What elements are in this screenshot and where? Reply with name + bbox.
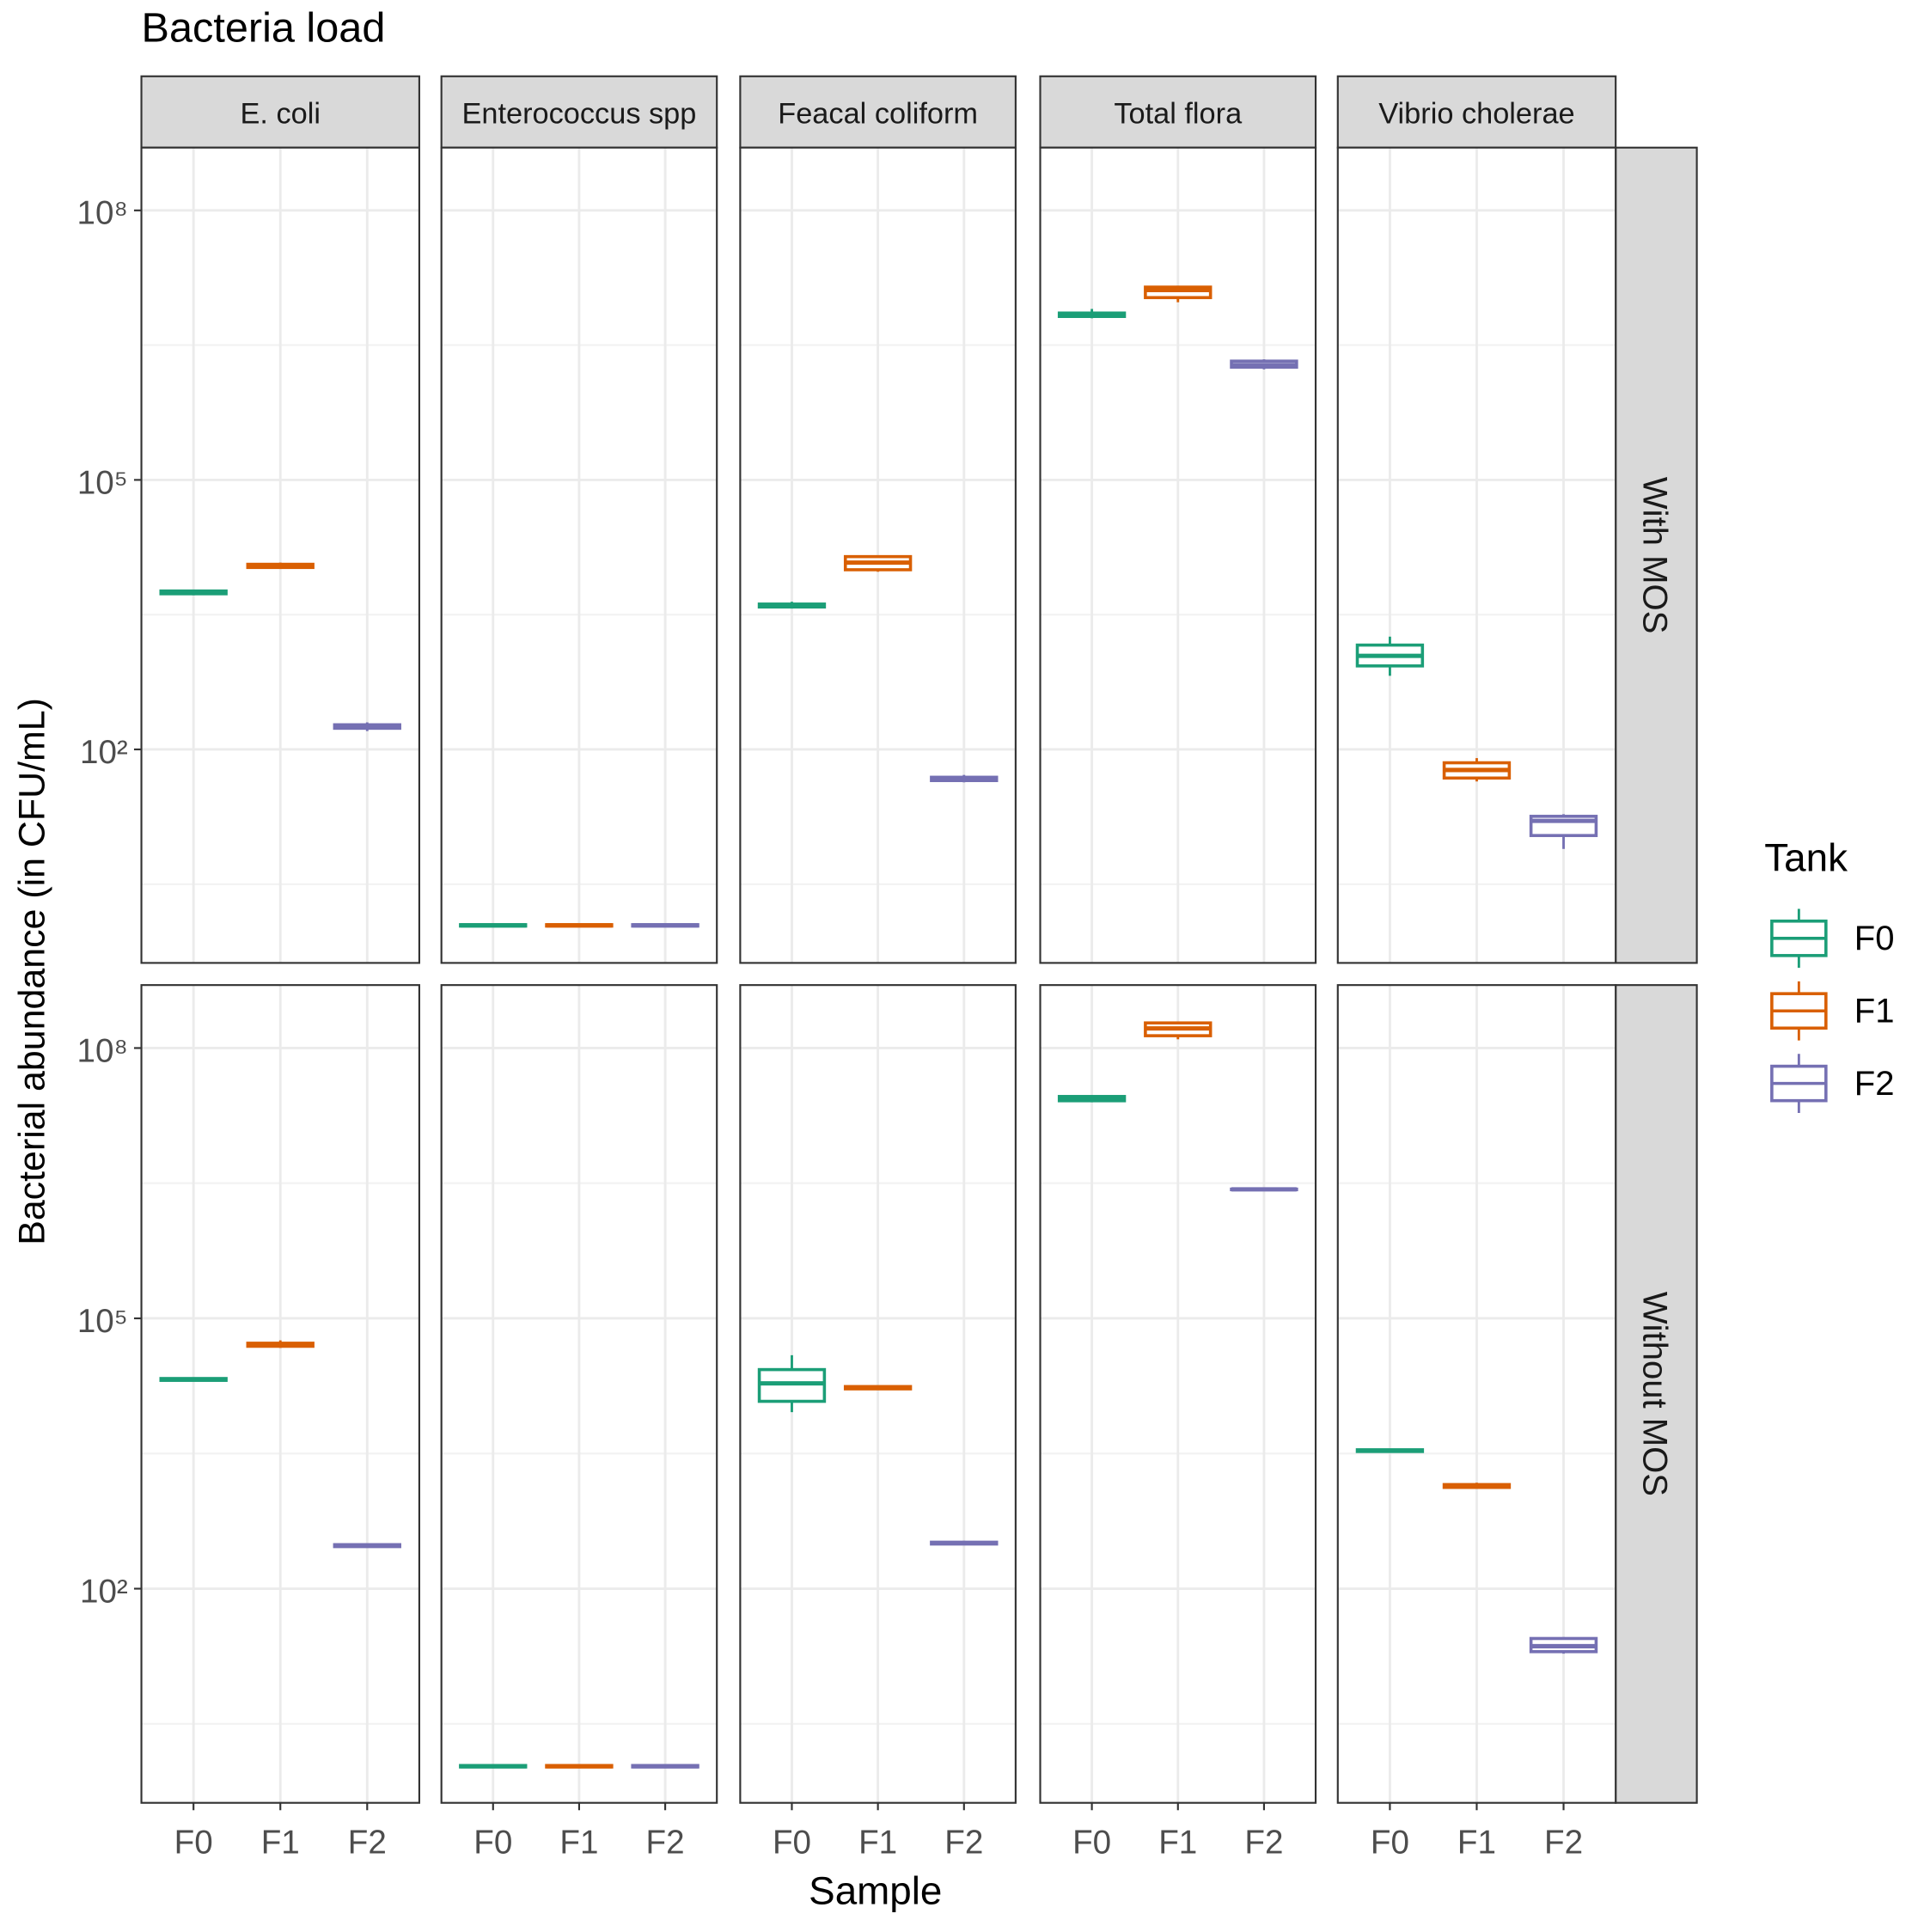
panel-border [739,146,1017,964]
x-tick-label: F1 [858,1825,897,1862]
legend-title: Tank [1764,836,1848,880]
strip [739,75,1017,149]
x-tick-label: F1 [1457,1825,1496,1862]
x-tick-label: F2 [1244,1825,1283,1862]
legend-label: F2 [1854,1065,1895,1103]
y-tick-label: 10⁸ [77,1032,128,1069]
x-tick-label: F2 [646,1825,685,1862]
panel-border [440,146,718,964]
strip [440,75,718,149]
x-tick-label: F1 [1158,1825,1197,1862]
y-tick-label: 10² [80,734,128,771]
panel-border [1336,146,1617,964]
x-tick-label: F0 [174,1825,213,1862]
y-tick-label: 10⁵ [77,464,128,501]
panel-border [1039,146,1317,964]
x-tick-label: F0 [1072,1825,1111,1862]
x-tick-label: F2 [1544,1825,1583,1862]
x-tick-label: F0 [773,1825,811,1862]
strip [1615,984,1698,1804]
y-axis-label: Bacterial abundance (in CFU/mL) [11,698,52,1245]
strip-label: Vibrio cholerae [1378,98,1574,131]
chart-title: Bacteria load [142,5,386,52]
panel-border [140,146,420,964]
strip [1615,146,1698,964]
legend-label: F0 [1854,920,1895,957]
x-tick-label: F1 [559,1825,598,1862]
x-axis-label: Sample [809,1869,942,1913]
x-tick-label: F0 [473,1825,512,1862]
strip [1039,75,1317,149]
x-tick-label: F1 [261,1825,300,1862]
strip-label: Feacal coliform [778,98,978,131]
strip [140,75,420,149]
x-tick-label: F2 [348,1825,387,1862]
y-tick-label: 10² [80,1573,128,1610]
strip-label: E. coli [240,98,320,131]
y-tick-label: 10⁸ [77,195,128,232]
legend-label: F1 [1854,993,1895,1030]
strip-label: With MOS [1636,477,1674,633]
x-tick-label: F2 [944,1825,983,1862]
strip-label: Without MOS [1636,1292,1674,1496]
strip-label: Total flora [1114,98,1243,131]
y-tick-label: 10⁵ [77,1303,128,1340]
x-tick-label: F0 [1371,1825,1409,1862]
strip-label: Enterococcus spp [462,98,697,131]
